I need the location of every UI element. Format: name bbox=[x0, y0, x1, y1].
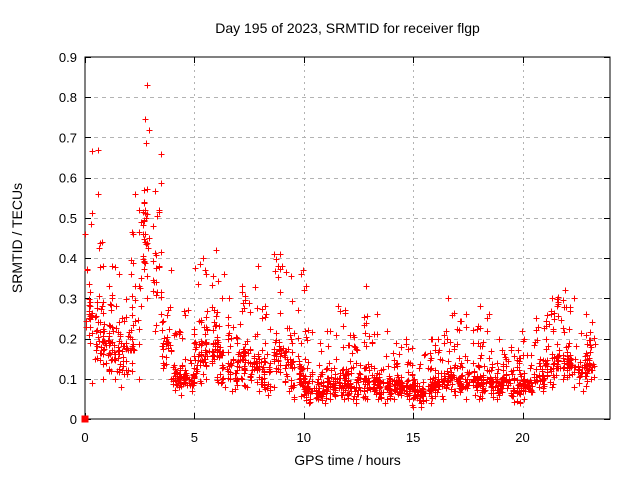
y-tick-label: 0.7 bbox=[59, 130, 77, 145]
x-axis-label: GPS time / hours bbox=[294, 452, 401, 468]
y-tick-label: 0.1 bbox=[59, 372, 77, 387]
y-axis-label: SRMTID / TECUs bbox=[9, 183, 25, 293]
y-tick-label: 0.8 bbox=[59, 90, 77, 105]
y-tick-label: 0.4 bbox=[59, 251, 77, 266]
y-tick-label: 0.9 bbox=[59, 50, 77, 65]
y-tick-label: 0.3 bbox=[59, 291, 77, 306]
origin-point-marker bbox=[81, 415, 89, 423]
y-tick-label: 0.6 bbox=[59, 171, 77, 186]
chart-title: Day 195 of 2023, SRMTID for receiver flg… bbox=[215, 20, 480, 36]
y-tick-label: 0 bbox=[70, 412, 77, 427]
plot-border bbox=[84, 56, 611, 420]
x-tick-label: 0 bbox=[81, 430, 88, 445]
scatter-points bbox=[82, 82, 599, 411]
x-tick-label: 15 bbox=[406, 430, 420, 445]
y-tick-label: 0.5 bbox=[59, 211, 77, 226]
y-tick-labels: 0 0.1 0.2 0.3 0.4 0.5 0.6 0.7 0.8 0.9 bbox=[59, 50, 77, 427]
x-tick-label: 20 bbox=[515, 430, 529, 445]
y-tick-label: 0.2 bbox=[59, 332, 77, 347]
x-tick-labels: 0 5 10 15 20 bbox=[81, 430, 529, 445]
x-tick-label: 5 bbox=[191, 430, 198, 445]
x-tick-label: 10 bbox=[297, 430, 311, 445]
